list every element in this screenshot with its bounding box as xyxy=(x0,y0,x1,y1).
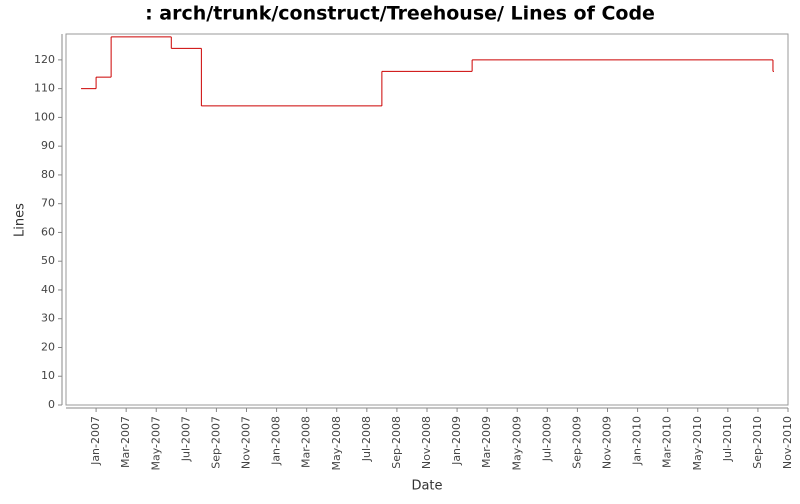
y-tick-label: 50 xyxy=(41,254,55,267)
chart-title: : arch/trunk/construct/Treehouse/ Lines … xyxy=(145,3,655,25)
x-tick-label: Jul-2008 xyxy=(360,416,373,462)
x-tick-label: Sep-2007 xyxy=(209,416,222,469)
x-tick-label: Sep-2009 xyxy=(570,416,583,469)
y-tick-label: 0 xyxy=(48,398,55,411)
y-tick-label: 90 xyxy=(41,139,55,152)
x-tick-label: Jan-2008 xyxy=(270,416,283,466)
x-tick-label: Mar-2009 xyxy=(480,416,493,468)
x-tick-label: Mar-2010 xyxy=(661,416,674,468)
y-tick-label: 20 xyxy=(41,340,55,353)
x-tick-label: May-2010 xyxy=(691,416,704,471)
y-tick-label: 120 xyxy=(34,53,55,66)
x-tick-label: Nov-2008 xyxy=(420,416,433,469)
x-axis-label: Date xyxy=(411,479,442,494)
y-tick-label: 40 xyxy=(41,283,55,296)
x-tick-label: Sep-2008 xyxy=(390,416,403,469)
x-tick-label: Nov-2010 xyxy=(781,416,794,469)
plot-area xyxy=(65,33,789,406)
x-tick-label: Jul-2009 xyxy=(540,416,553,462)
y-tick-label: 100 xyxy=(34,110,55,123)
x-tick-label: Jan-2009 xyxy=(450,416,463,466)
y-tick-label: 10 xyxy=(41,369,55,382)
x-tick-label: Jul-2010 xyxy=(721,416,734,462)
x-tick-label: Jan-2007 xyxy=(89,416,102,466)
y-axis-label: Lines xyxy=(13,203,28,237)
x-tick-label: Jul-2007 xyxy=(179,416,192,462)
y-tick-label: 70 xyxy=(41,197,55,210)
y-tick-label: 80 xyxy=(41,168,55,181)
x-tick-label: Nov-2007 xyxy=(240,416,253,469)
x-tick-label: May-2007 xyxy=(149,416,162,471)
x-tick-label: Jan-2010 xyxy=(631,416,644,466)
x-tick-label: May-2008 xyxy=(330,416,343,471)
y-tick-label: 110 xyxy=(34,82,55,95)
y-tick-label: 60 xyxy=(41,225,55,238)
x-tick-label: May-2009 xyxy=(510,416,523,471)
x-tick-label: Mar-2007 xyxy=(119,416,132,468)
x-tick-label: Nov-2009 xyxy=(601,416,614,469)
x-tick-label: Sep-2010 xyxy=(751,416,764,469)
y-tick-label: 30 xyxy=(41,312,55,325)
x-tick-label: Mar-2008 xyxy=(300,416,313,468)
